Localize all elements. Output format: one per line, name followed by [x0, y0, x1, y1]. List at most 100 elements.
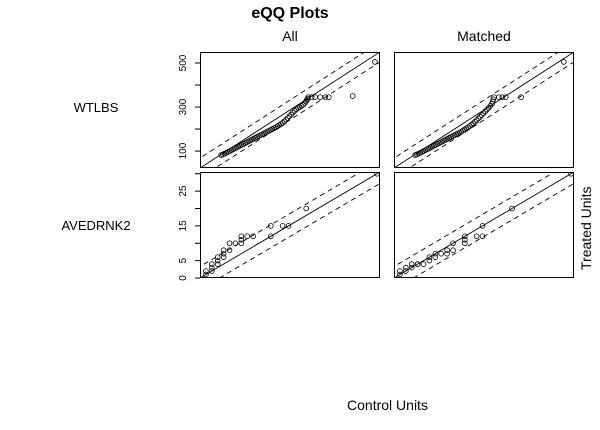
data-point: [502, 94, 509, 100]
data-point: [303, 205, 310, 212]
data-point: [325, 94, 332, 100]
data-point: [232, 240, 239, 247]
data-point: [279, 223, 286, 229]
y-tick-label: 15: [178, 220, 189, 232]
data-point: [214, 261, 221, 267]
chart-title: eQQ Plots: [251, 5, 329, 22]
y-tick-label: 5: [178, 257, 189, 263]
data-point: [467, 123, 473, 129]
data-point: [283, 116, 289, 123]
data-point: [420, 261, 427, 267]
y-tick-label: 100: [178, 142, 189, 159]
data-point: [444, 247, 450, 253]
data-point: [238, 236, 245, 243]
data-point: [238, 240, 245, 247]
data-point: [426, 257, 433, 264]
y-tick-label: 25: [178, 185, 189, 197]
data-point: [397, 271, 403, 278]
data-point: [470, 120, 477, 127]
panel-frame: [200, 172, 380, 278]
data-point: [478, 112, 485, 118]
row-label-wtlbs: WTLBS: [73, 100, 119, 115]
data-point: [250, 233, 256, 240]
data-point: [220, 254, 227, 260]
data-point: [220, 250, 227, 257]
data-point: [499, 94, 506, 100]
data-point: [226, 247, 233, 253]
data-point: [496, 94, 502, 100]
data-point: [214, 254, 221, 260]
data-point: [509, 205, 515, 212]
data-point: [432, 250, 439, 257]
panel-frame: [200, 52, 380, 168]
data-point: [372, 59, 378, 65]
data-point: [473, 117, 480, 124]
data-point: [468, 121, 475, 128]
data-point: [244, 233, 251, 240]
data-point: [465, 124, 471, 131]
data-point: [475, 115, 482, 122]
data-point: [560, 59, 567, 65]
column-title-all: All: [282, 28, 298, 44]
data-point: [477, 113, 483, 120]
data-point: [438, 250, 445, 257]
data-point: [214, 257, 221, 264]
data-point: [290, 109, 296, 116]
panel-frame: [394, 172, 574, 278]
data-point: [518, 94, 524, 100]
data-point: [238, 233, 245, 240]
data-point: [291, 107, 298, 114]
data-point: [403, 268, 409, 274]
data-point: [462, 236, 468, 243]
y-tick-label: 0: [178, 275, 189, 281]
data-point: [226, 240, 233, 247]
data-point: [279, 120, 286, 126]
data-point: [408, 261, 415, 267]
data-point: [349, 93, 356, 99]
data-point: [209, 261, 215, 267]
data-point: [484, 106, 490, 113]
data-point: [472, 118, 478, 125]
data-point: [322, 94, 329, 100]
data-point: [414, 261, 421, 267]
data-point: [482, 108, 488, 115]
data-point: [317, 94, 324, 100]
data-point: [308, 94, 315, 100]
data-point: [312, 94, 318, 100]
y-tick-label: 500: [178, 54, 189, 71]
data-point: [473, 233, 480, 240]
data-point: [303, 98, 309, 105]
data-point: [426, 254, 433, 260]
data-point: [203, 268, 209, 274]
data-point: [203, 271, 209, 278]
data-point: [268, 223, 274, 229]
data-point: [285, 223, 292, 229]
row-label-avedrnk2: AVEDRNK2: [61, 218, 131, 233]
y-tick-label: 300: [178, 98, 189, 115]
panel-frame: [394, 52, 574, 168]
x-axis-label: Control Units: [347, 397, 428, 413]
data-point: [268, 233, 274, 240]
data-point: [479, 223, 486, 229]
data-point: [284, 115, 291, 121]
data-point: [397, 268, 403, 274]
data-point: [444, 250, 450, 257]
data-point: [209, 264, 215, 271]
data-point: [450, 247, 456, 253]
data-point: [479, 233, 486, 240]
data-point: [462, 233, 468, 240]
data-point: [432, 254, 439, 260]
